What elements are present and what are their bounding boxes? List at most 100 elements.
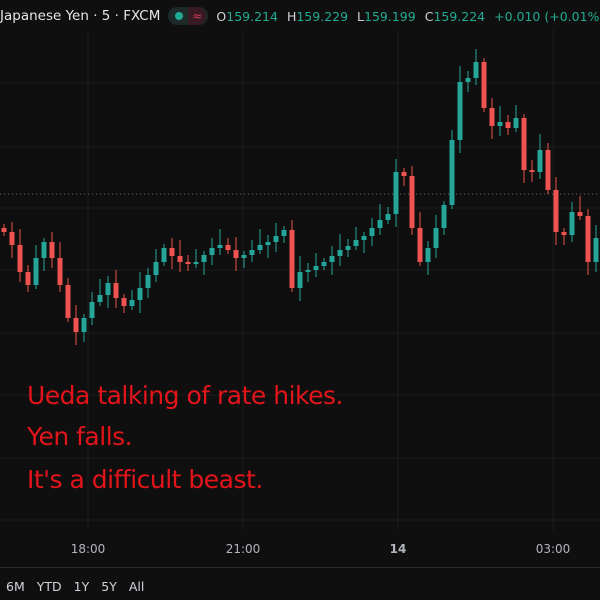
candle-down [529, 170, 535, 172]
candle-up [273, 236, 279, 242]
candle-up [361, 236, 367, 240]
candle-down [225, 245, 231, 250]
candle-down [545, 150, 551, 190]
annotation-line-2: Yen falls. [27, 422, 133, 451]
candle-up [369, 228, 375, 236]
candle-up [281, 230, 287, 236]
candle-up [569, 212, 575, 235]
candle-down [561, 232, 567, 235]
candle-up [345, 246, 351, 250]
high-value: 159.229 [296, 8, 349, 24]
candle-up [265, 242, 271, 245]
candle-up [473, 62, 479, 78]
candle-down [73, 318, 79, 332]
annotation-line-3: It's a difficult beast. [27, 465, 263, 494]
candle-up [449, 140, 455, 205]
candle-up [425, 248, 431, 262]
candle-up [33, 258, 39, 285]
divider [0, 567, 600, 568]
candle-up [97, 295, 103, 302]
candle-up [89, 302, 95, 318]
range-ytd-button[interactable]: YTD [36, 579, 62, 594]
candle-up [329, 256, 335, 262]
open-value: 159.214 [226, 8, 278, 24]
close-label: C [424, 8, 434, 24]
range-selector: 6M YTD 1Y 5Y All [6, 579, 144, 594]
range-1y-button[interactable]: 1Y [73, 579, 90, 594]
candle-down [401, 172, 407, 176]
candle-up [497, 122, 503, 126]
low-label: L [357, 8, 365, 24]
candle-down [521, 118, 527, 170]
annotation-line-1: Ueda talking of rate hikes. [27, 381, 343, 410]
candle-down [113, 283, 119, 298]
candle-up [457, 82, 463, 140]
symbol-header: Japanese Yen · 5 · FXCM ≈ O159.214 H159.… [0, 4, 600, 28]
candle-up [153, 262, 159, 275]
candle-down [481, 62, 487, 108]
open-label: O [216, 8, 227, 24]
candle-up [441, 205, 447, 228]
candle-down [177, 256, 183, 262]
candle-up [337, 250, 343, 256]
close-value: 159.224 [433, 8, 486, 24]
candle-down [121, 298, 127, 306]
candle-up [385, 214, 391, 220]
change-value: +0.010 (+0.01%) [494, 8, 600, 24]
candle-down [185, 262, 191, 264]
candle-up [129, 300, 135, 306]
candle-up [433, 228, 439, 248]
candle-up [593, 238, 599, 262]
ohlc-readout: O159.214 H159.229 L159.199 C159.224 +0.0… [216, 9, 600, 24]
candle-up [353, 240, 359, 246]
candle-down [577, 212, 583, 216]
candle-down [489, 108, 495, 126]
range-all-button[interactable]: All [128, 579, 145, 594]
candle-up [145, 275, 151, 288]
range-5y-button[interactable]: 5Y [101, 579, 117, 594]
candle-up [313, 266, 319, 270]
candle-down [65, 285, 71, 318]
candle-down [17, 245, 23, 272]
market-open-dot-icon [175, 12, 184, 20]
candle-up [41, 242, 47, 258]
candle-down [57, 258, 63, 285]
x-tick-label: 21:00 [225, 542, 261, 556]
candle-up [161, 248, 167, 262]
candle-up [81, 318, 87, 332]
candle-up [393, 172, 399, 214]
candle-down [409, 176, 415, 228]
x-tick-label: 18:00 [70, 542, 106, 556]
candle-up [377, 220, 383, 228]
candle-up [305, 270, 311, 272]
approx-icon: ≈ [188, 7, 207, 25]
candle-up [217, 245, 223, 248]
candlestick-chart[interactable] [0, 0, 600, 567]
market-status-pill[interactable]: ≈ [168, 7, 209, 25]
x-tick-label: 14 [389, 542, 407, 556]
high-label: H [286, 8, 297, 24]
candle-up [105, 283, 111, 295]
candle-down [49, 242, 55, 258]
candle-down [505, 122, 511, 128]
range-6m-button[interactable]: 6M [6, 579, 25, 594]
candle-up [137, 288, 143, 300]
candle-up [193, 262, 199, 264]
candle-down [1, 228, 7, 232]
candle-down [233, 250, 239, 258]
symbol-title[interactable]: Japanese Yen · 5 · FXCM [0, 8, 161, 24]
candle-down [25, 272, 31, 285]
candle-up [465, 78, 471, 82]
candle-up [257, 245, 263, 250]
candle-down [585, 216, 591, 262]
candle-up [249, 250, 255, 255]
candle-up [537, 150, 543, 172]
low-value: 159.199 [364, 8, 416, 24]
candle-down [9, 232, 15, 245]
candle-up [241, 255, 247, 258]
candle-down [553, 190, 559, 232]
candle-up [297, 272, 303, 288]
x-tick-label: 03:00 [535, 542, 571, 556]
candle-down [289, 230, 295, 288]
candle-down [417, 228, 423, 262]
